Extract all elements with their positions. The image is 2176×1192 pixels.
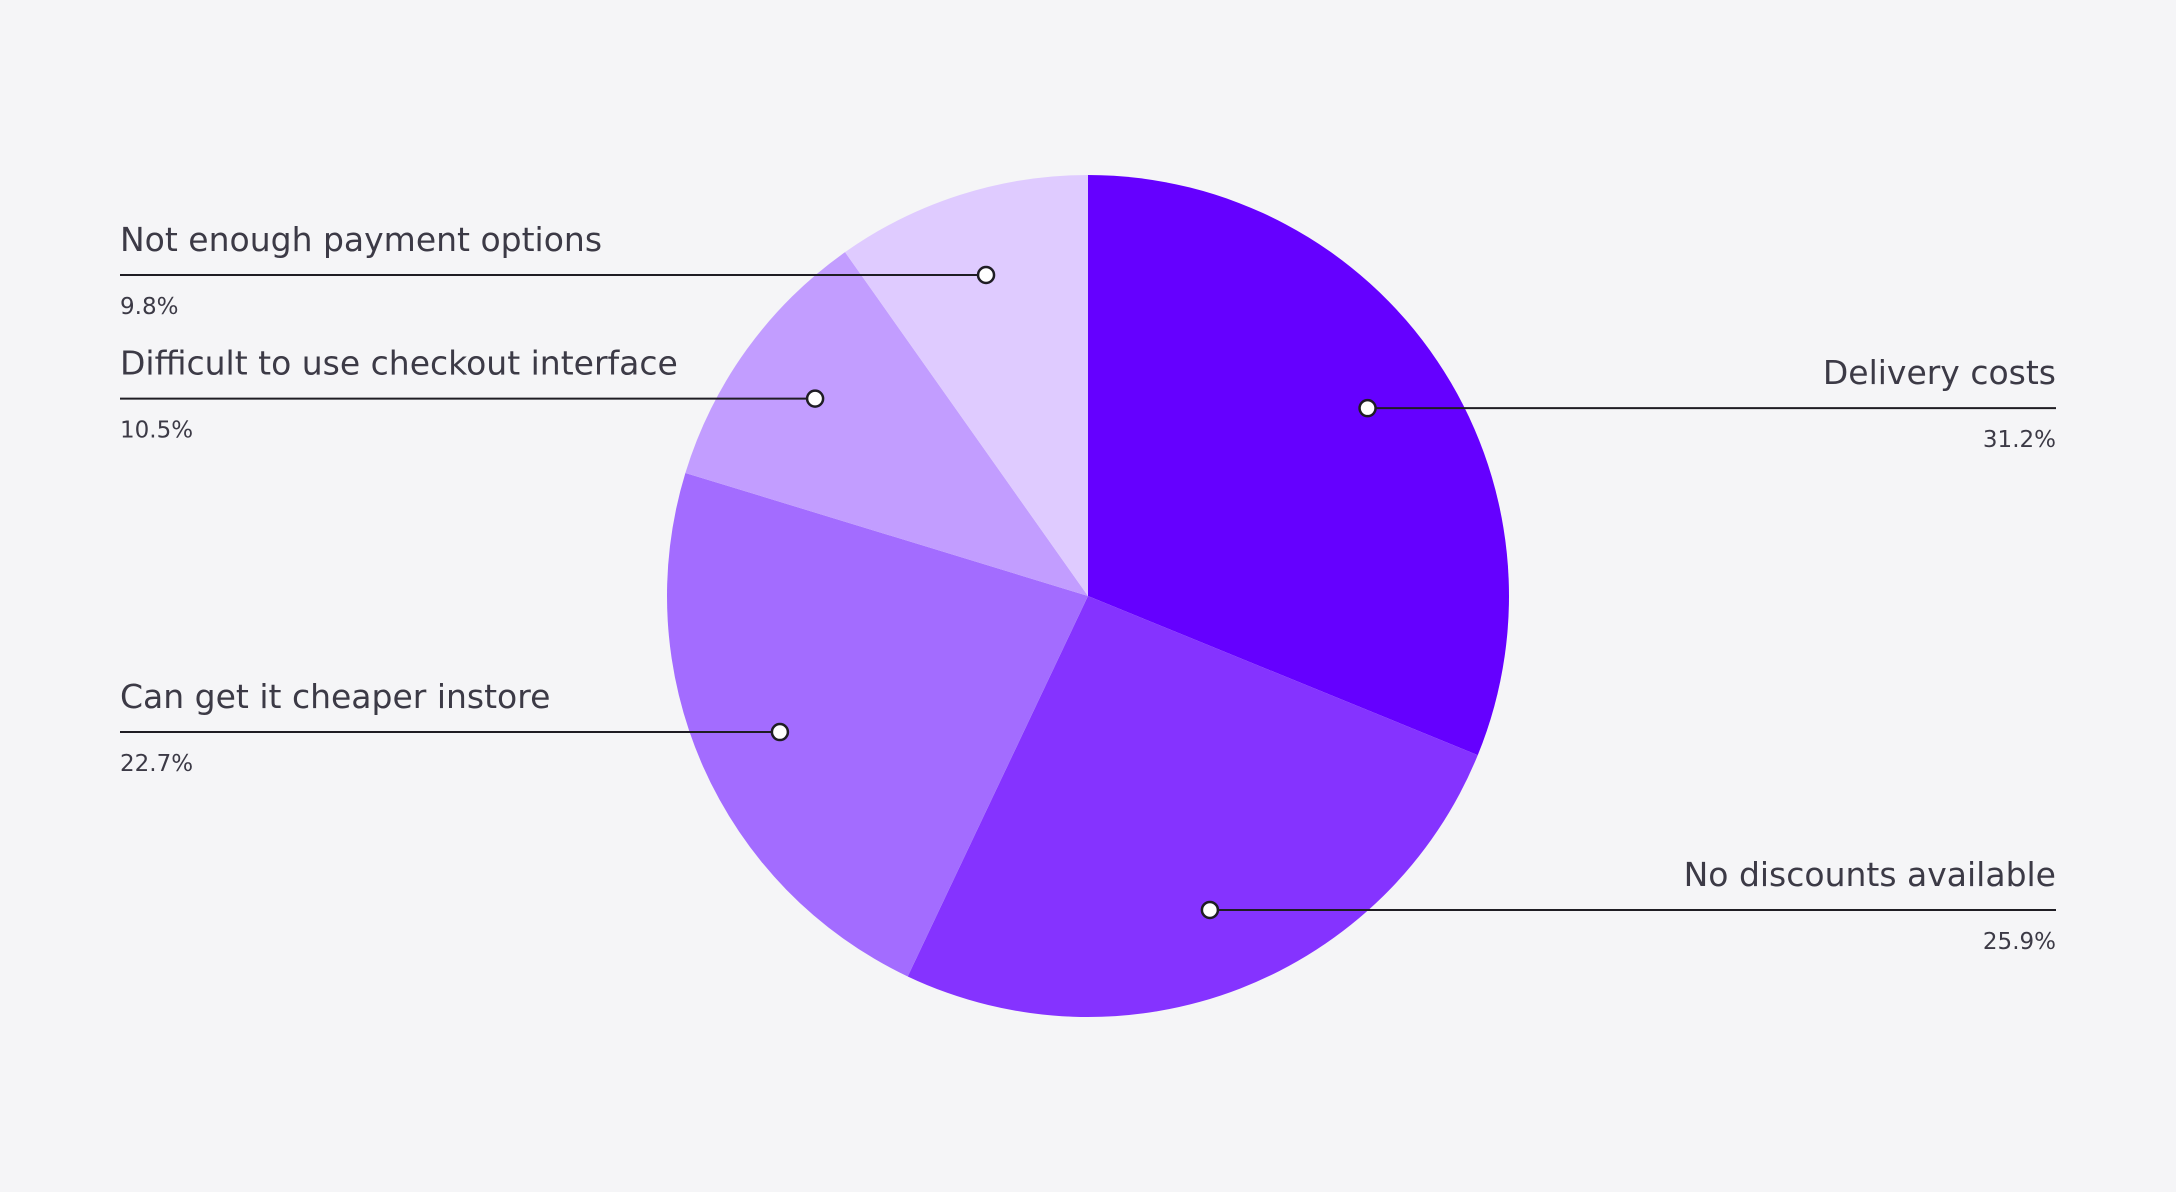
- marker-dot-not-enough-payment-options: [976, 265, 996, 285]
- category-label-no-discounts-available: No discounts available: [1684, 855, 2056, 894]
- marker-dot-no-discounts-available: [1200, 900, 1220, 920]
- pie-slice-can-get-it-cheaper-instore: [666, 472, 1088, 977]
- pie-slice-no-discounts-available: [907, 596, 1478, 1018]
- marker-dot-can-get-it-cheaper-instore: [770, 722, 790, 742]
- pie-slice-delivery-costs: [1088, 175, 1509, 756]
- pie-slice-difficult-to-use-checkout-interface: [685, 252, 1088, 597]
- pie-annotations: Delivery costs 31.2% No discounts availabl…: [120, 220, 2056, 955]
- value-label-not-enough-payment-options: 9.8%: [120, 294, 178, 320]
- marker-dot-delivery-costs: [1358, 398, 1377, 418]
- category-label-delivery-costs: Delivery costs: [1823, 353, 2056, 392]
- pie-slices: [666, 175, 1509, 1018]
- marker-dot-difficult-to-use-checkout-interface: [805, 389, 825, 408]
- value-label-can-get-it-cheaper-instore: 22.7%: [120, 751, 193, 777]
- value-label-no-discounts-available: 25.9%: [1983, 929, 2056, 955]
- pie-slice-not-enough-payment-options: [845, 175, 1088, 596]
- value-label-difficult-to-use-checkout-interface: 10.5%: [120, 418, 193, 444]
- category-label-can-get-it-cheaper-instore: Can get it cheaper instore: [120, 677, 550, 716]
- value-label-delivery-costs: 31.2%: [1983, 427, 2056, 453]
- category-label-difficult-to-use-checkout-interface: Difficult to use checkout interface: [120, 344, 678, 383]
- category-label-not-enough-payment-options: Not enough payment options: [120, 220, 602, 259]
